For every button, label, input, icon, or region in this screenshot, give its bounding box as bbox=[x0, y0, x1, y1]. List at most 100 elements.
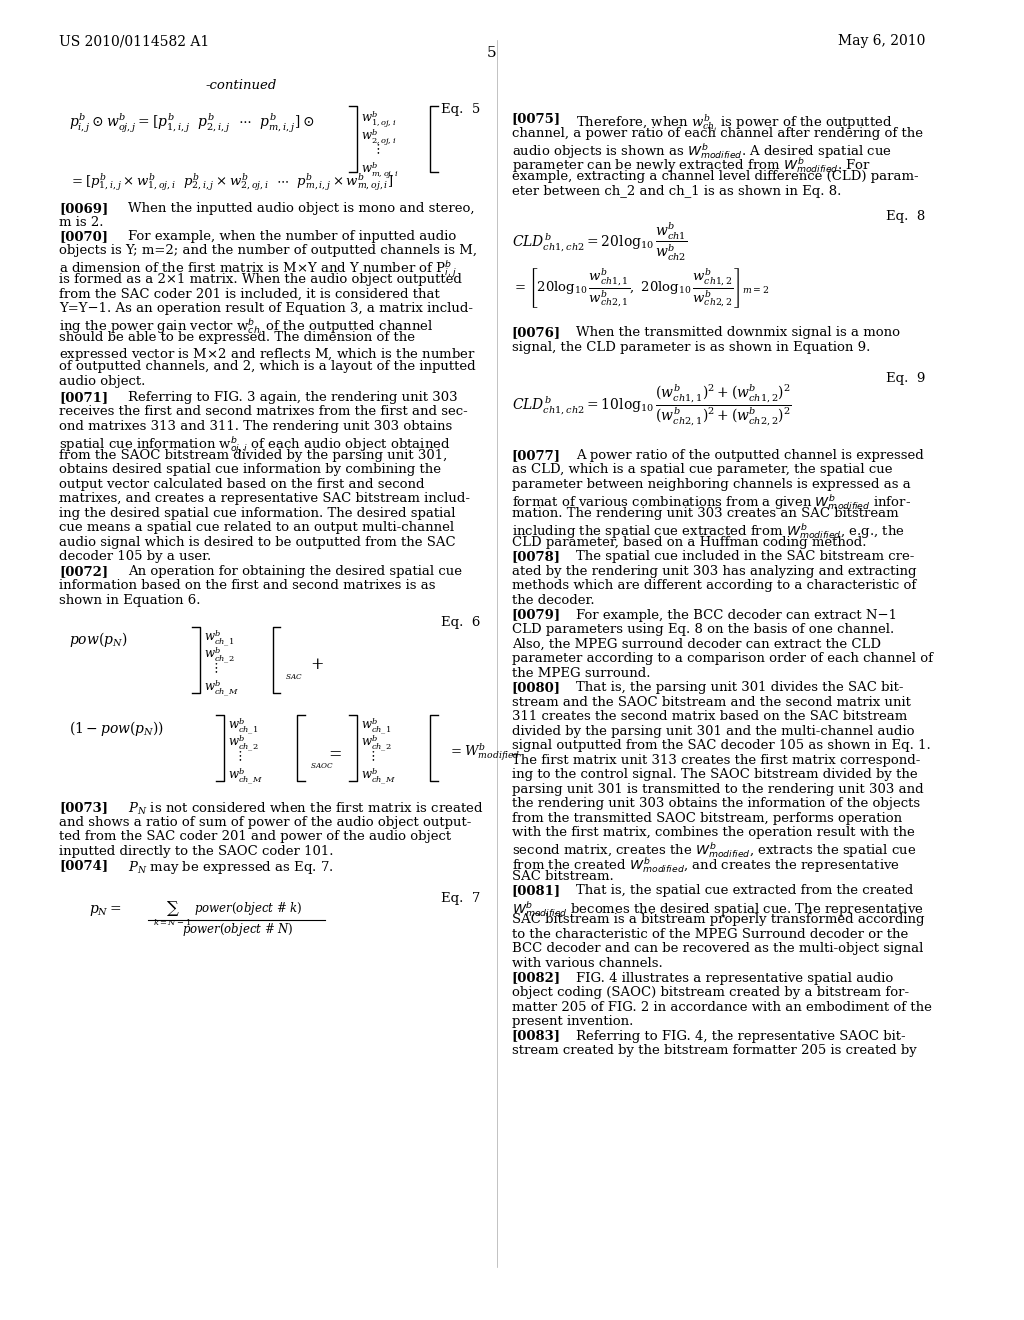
Text: matrixes, and creates a representative SAC bitstream includ-: matrixes, and creates a representative S… bbox=[59, 492, 470, 506]
Text: mation. The rendering unit 303 creates an SAC bitstream: mation. The rendering unit 303 creates a… bbox=[512, 507, 898, 520]
Text: Y=Y−1. As an operation result of Equation 3, a matrix includ-: Y=Y−1. As an operation result of Equatio… bbox=[59, 302, 473, 315]
Text: [0074]: [0074] bbox=[59, 859, 109, 873]
Text: [0082]: [0082] bbox=[512, 972, 561, 985]
Text: That is, the spatial cue extracted from the created: That is, the spatial cue extracted from … bbox=[575, 884, 912, 898]
Text: $+$: $+$ bbox=[310, 656, 324, 673]
Text: $w^b_{ch\_1}$: $w^b_{ch\_1}$ bbox=[204, 627, 233, 648]
Text: $w^b_{ch\_M}$: $w^b_{ch\_M}$ bbox=[361, 766, 396, 787]
Text: [0081]: [0081] bbox=[512, 884, 561, 898]
Text: Eq.  8: Eq. 8 bbox=[886, 210, 925, 223]
Text: of outputted channels, and 2, which is a layout of the inputted: of outputted channels, and 2, which is a… bbox=[59, 360, 476, 374]
Text: with the first matrix, combines the operation result with the: with the first matrix, combines the oper… bbox=[512, 826, 914, 840]
Text: is formed as a 2×1 matrix. When the audio object outputted: is formed as a 2×1 matrix. When the audi… bbox=[59, 273, 462, 286]
Text: May 6, 2010: May 6, 2010 bbox=[838, 34, 925, 49]
Text: $power(object\ \#\ N)$: $power(object\ \#\ N)$ bbox=[182, 921, 294, 939]
Text: divided by the parsing unit 301 and the multi-channel audio: divided by the parsing unit 301 and the … bbox=[512, 725, 914, 738]
Text: objects is Y; m=2; and the number of outputted channels is M,: objects is Y; m=2; and the number of out… bbox=[59, 244, 477, 257]
Text: $\vdots$: $\vdots$ bbox=[369, 750, 375, 763]
Text: SAC bitstream is a bitstream properly transformed according: SAC bitstream is a bitstream properly tr… bbox=[512, 913, 924, 927]
Text: SAC bitstream.: SAC bitstream. bbox=[512, 870, 613, 883]
Text: obtains desired spatial cue information by combining the: obtains desired spatial cue information … bbox=[59, 463, 441, 477]
Text: The first matrix unit 313 creates the first matrix correspond-: The first matrix unit 313 creates the fi… bbox=[512, 754, 920, 767]
Text: object coding (SAOC) bitstream created by a bitstream for-: object coding (SAOC) bitstream created b… bbox=[512, 986, 908, 999]
Text: as CLD, which is a spatial cue parameter, the spatial cue: as CLD, which is a spatial cue parameter… bbox=[512, 463, 892, 477]
Text: [0071]: [0071] bbox=[59, 391, 109, 404]
Text: from the SAOC bitstream divided by the parsing unit 301,: from the SAOC bitstream divided by the p… bbox=[59, 449, 447, 462]
Text: $p^b_{i,j} \odot w^b_{oj,j} = [p^b_{1,i,j}\ \ p^b_{2,i,j}\ \ \cdots\ \ p^b_{m,i,: $p^b_{i,j} \odot w^b_{oj,j} = [p^b_{1,i,… bbox=[69, 112, 314, 136]
Text: expressed vector is M$\times$2 and reflects M, which is the number: expressed vector is M$\times$2 and refle… bbox=[59, 346, 476, 363]
Text: $CLD^b_{ch1,ch2} = 20\log_{10}\dfrac{w^b_{ch1}}{w^b_{ch2}}$: $CLD^b_{ch1,ch2} = 20\log_{10}\dfrac{w^b… bbox=[512, 220, 687, 264]
Text: $w^b_{ch\_M}$: $w^b_{ch\_M}$ bbox=[204, 677, 239, 698]
Text: decoder 105 by a user.: decoder 105 by a user. bbox=[59, 550, 211, 564]
Text: When the transmitted downmix signal is a mono: When the transmitted downmix signal is a… bbox=[575, 326, 900, 339]
Text: When the inputted audio object is mono and stereo,: When the inputted audio object is mono a… bbox=[128, 202, 474, 215]
Text: $w^b_{ch\_2}$: $w^b_{ch\_2}$ bbox=[228, 733, 259, 754]
Text: channel, a power ratio of each channel after rendering of the: channel, a power ratio of each channel a… bbox=[512, 127, 923, 140]
Text: $pow(p_N)$: $pow(p_N)$ bbox=[69, 630, 127, 648]
Text: the rendering unit 303 obtains the information of the objects: the rendering unit 303 obtains the infor… bbox=[512, 797, 920, 810]
Text: CLD parameter, based on a Huffman coding method.: CLD parameter, based on a Huffman coding… bbox=[512, 536, 866, 549]
Text: [0080]: [0080] bbox=[512, 681, 561, 694]
Text: parameter can be newly extracted from $W^b_{modified}$. For: parameter can be newly extracted from $W… bbox=[512, 156, 870, 176]
Text: Eq.  9: Eq. 9 bbox=[886, 372, 925, 385]
Text: m is 2.: m is 2. bbox=[59, 216, 103, 230]
Text: $\vdots$: $\vdots$ bbox=[374, 143, 380, 156]
Text: inputted directly to the SAOC coder 101.: inputted directly to the SAOC coder 101. bbox=[59, 845, 334, 858]
Text: [0078]: [0078] bbox=[512, 550, 561, 564]
Text: [0075]: [0075] bbox=[512, 112, 561, 125]
Text: Eq.  6: Eq. 6 bbox=[440, 616, 480, 630]
Text: including the spatial cue extracted from $W^b_{modified}$, e.g., the: including the spatial cue extracted from… bbox=[512, 521, 904, 541]
Text: matter 205 of FIG. 2 in accordance with an embodiment of the: matter 205 of FIG. 2 in accordance with … bbox=[512, 1001, 932, 1014]
Text: A power ratio of the outputted channel is expressed: A power ratio of the outputted channel i… bbox=[575, 449, 924, 462]
Text: ing the desired spatial cue information. The desired spatial: ing the desired spatial cue information.… bbox=[59, 507, 456, 520]
Text: the MPEG surround.: the MPEG surround. bbox=[512, 667, 650, 680]
Text: stream created by the bitstream formatter 205 is created by: stream created by the bitstream formatte… bbox=[512, 1044, 916, 1057]
Text: Also, the MPEG surround decoder can extract the CLD: Also, the MPEG surround decoder can extr… bbox=[512, 638, 881, 651]
Text: ing to the control signal. The SAOC bitstream divided by the: ing to the control signal. The SAOC bits… bbox=[512, 768, 918, 781]
Text: US 2010/0114582 A1: US 2010/0114582 A1 bbox=[59, 34, 209, 49]
Text: For example, when the number of inputted audio: For example, when the number of inputted… bbox=[128, 230, 456, 243]
Text: That is, the parsing unit 301 divides the SAC bit-: That is, the parsing unit 301 divides th… bbox=[575, 681, 903, 694]
Text: $\vdots$: $\vdots$ bbox=[212, 661, 218, 675]
Text: ated by the rendering unit 303 has analyzing and extracting: ated by the rendering unit 303 has analy… bbox=[512, 565, 916, 578]
Text: $W^b_{modified}$ becomes the desired spatial cue. The representative: $W^b_{modified}$ becomes the desired spa… bbox=[512, 899, 924, 919]
Text: -continued: -continued bbox=[206, 79, 276, 92]
Text: audio objects is shown as $W^b_{modified}$. A desired spatial cue: audio objects is shown as $W^b_{modified… bbox=[512, 141, 891, 161]
Text: FIG. 4 illustrates a representative spatial audio: FIG. 4 illustrates a representative spat… bbox=[575, 972, 893, 985]
Text: The spatial cue included in the SAC bitstream cre-: The spatial cue included in the SAC bits… bbox=[575, 550, 914, 564]
Text: Eq.  7: Eq. 7 bbox=[440, 892, 480, 906]
Text: cue means a spatial cue related to an output multi-channel: cue means a spatial cue related to an ou… bbox=[59, 521, 455, 535]
Text: $=$: $=$ bbox=[325, 744, 341, 762]
Text: ted from the SAC coder 201 and power of the audio object: ted from the SAC coder 201 and power of … bbox=[59, 830, 452, 843]
Text: [0072]: [0072] bbox=[59, 565, 109, 578]
Text: $w^b_{2,oj,i}$: $w^b_{2,oj,i}$ bbox=[361, 127, 396, 148]
Text: BCC decoder and can be recovered as the multi-object signal: BCC decoder and can be recovered as the … bbox=[512, 942, 923, 956]
Text: example, extracting a channel level difference (CLD) param-: example, extracting a channel level diff… bbox=[512, 170, 919, 183]
Text: signal, the CLD parameter is as shown in Equation 9.: signal, the CLD parameter is as shown in… bbox=[512, 341, 870, 354]
Text: $w^b_{m,oj,i}$: $w^b_{m,oj,i}$ bbox=[361, 160, 399, 181]
Text: Therefore, when $w^b_{ch_j}$ is power of the outputted: Therefore, when $w^b_{ch_j}$ is power of… bbox=[575, 112, 892, 133]
Text: $_{SAC}$: $_{SAC}$ bbox=[286, 673, 303, 682]
Text: $\vdots$: $\vdots$ bbox=[237, 750, 243, 763]
Text: $P_N$ is not considered when the first matrix is created: $P_N$ is not considered when the first m… bbox=[128, 801, 483, 817]
Text: ond matrixes 313 and 311. The rendering unit 303 obtains: ond matrixes 313 and 311. The rendering … bbox=[59, 420, 453, 433]
Text: from the transmitted SAOC bitstream, performs operation: from the transmitted SAOC bitstream, per… bbox=[512, 812, 902, 825]
Text: Eq.  5: Eq. 5 bbox=[441, 103, 480, 116]
Text: Referring to FIG. 3 again, the rendering unit 303: Referring to FIG. 3 again, the rendering… bbox=[128, 391, 458, 404]
Text: $(1 - pow(p_N))$: $(1 - pow(p_N))$ bbox=[69, 719, 164, 738]
Text: output vector calculated based on the first and second: output vector calculated based on the fi… bbox=[59, 478, 425, 491]
Text: methods which are different according to a characteristic of: methods which are different according to… bbox=[512, 579, 915, 593]
Text: information based on the first and second matrixes is as: information based on the first and secon… bbox=[59, 579, 435, 593]
Text: signal outputted from the SAC decoder 105 as shown in Eq. 1.: signal outputted from the SAC decoder 10… bbox=[512, 739, 931, 752]
Text: $CLD^b_{ch1,ch2} = 10\log_{10}\dfrac{(w^b_{ch1,1})^2 + (w^b_{ch1,2})^2}{(w^b_{ch: $CLD^b_{ch1,ch2} = 10\log_{10}\dfrac{(w^… bbox=[512, 383, 792, 429]
Text: shown in Equation 6.: shown in Equation 6. bbox=[59, 594, 201, 607]
Text: [0076]: [0076] bbox=[512, 326, 561, 339]
Text: $\sum_{k=N-1}\ power(object\ \#\ k)$: $\sum_{k=N-1}\ power(object\ \#\ k)$ bbox=[153, 900, 302, 928]
Text: [0079]: [0079] bbox=[512, 609, 561, 622]
Text: and shows a ratio of sum of power of the audio object output-: and shows a ratio of sum of power of the… bbox=[59, 816, 471, 829]
Text: audio object.: audio object. bbox=[59, 375, 145, 388]
Text: should be able to be expressed. The dimension of the: should be able to be expressed. The dime… bbox=[59, 331, 415, 345]
Text: [0073]: [0073] bbox=[59, 801, 109, 814]
Text: $P_N$ may be expressed as Eq. 7.: $P_N$ may be expressed as Eq. 7. bbox=[128, 859, 334, 876]
Text: with various channels.: with various channels. bbox=[512, 957, 663, 970]
